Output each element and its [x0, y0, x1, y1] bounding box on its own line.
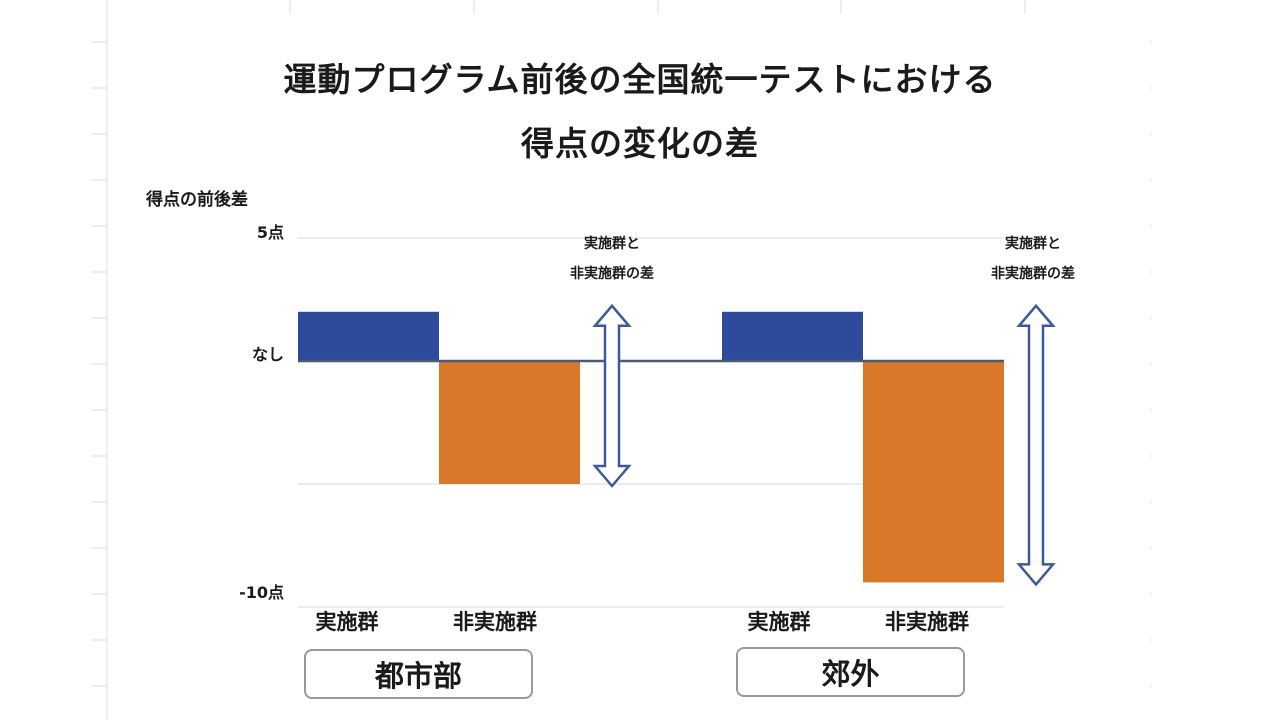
category-label-suburb-not-implemented: 非実施群 [885, 610, 969, 634]
diff-note-suburb: 実施群と 非実施群の差 [953, 229, 1113, 289]
y-axis-label: 得点の前後差 [146, 190, 248, 210]
y-tick-label-minus10: -10点 [239, 583, 284, 602]
category-label-suburb-implemented: 実施群 [747, 610, 811, 634]
diff-note-suburb-line-2: 非実施群の差 [991, 266, 1075, 282]
bar-urban-implemented [298, 311, 439, 361]
category-label-urban-not-implemented: 非実施群 [453, 610, 537, 634]
y-tick-label-0: なし [251, 345, 284, 364]
bar-suburb-implemented [722, 311, 863, 361]
group-label-urban: 都市部 [304, 649, 533, 699]
difference-arrow-urban [592, 303, 632, 488]
difference-arrow-suburb [1016, 303, 1056, 587]
y-tick-label-5: 5点 [256, 223, 284, 242]
diff-note-urban-line-1: 実施群と [584, 236, 640, 252]
diff-note-urban: 実施群と 非実施群の差 [532, 229, 692, 289]
category-label-urban-implemented: 実施群 [315, 610, 379, 634]
bar-suburb-not-implemented [863, 361, 1004, 583]
diff-note-urban-line-2: 非実施群の差 [570, 266, 654, 282]
chart-title-line-2: 得点の変化の差 [521, 124, 759, 163]
chart-title-line-1: 運動プログラム前後の全国統一テストにおける [283, 60, 997, 99]
diff-note-suburb-line-1: 実施群と [1005, 236, 1061, 252]
group-label-suburb: 郊外 [736, 647, 965, 697]
bar-urban-not-implemented [439, 361, 580, 484]
